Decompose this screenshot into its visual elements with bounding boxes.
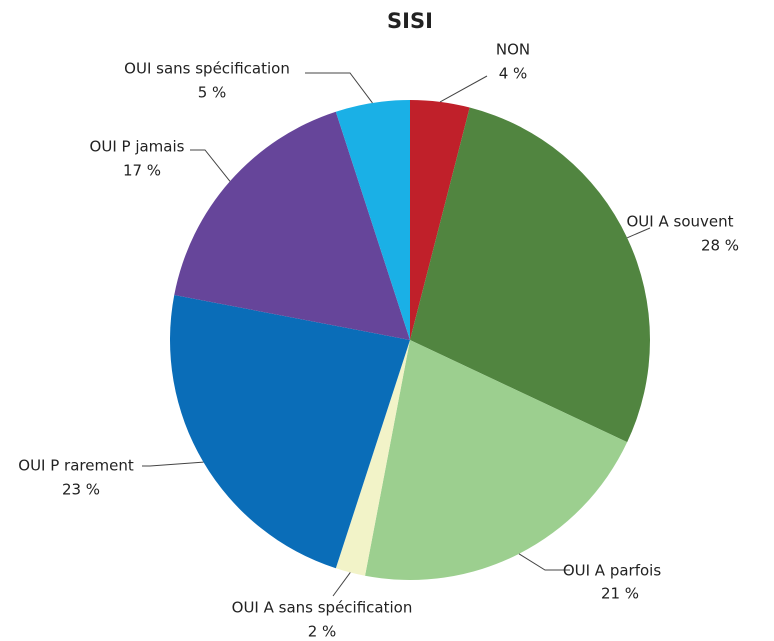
pie-slice [170,295,410,569]
leader-line [305,72,373,104]
slice-label: OUI A parfois [563,562,662,580]
slice-value-label: 4 % [499,65,528,83]
slice-label: OUI P rarement [18,457,134,475]
leader-line [332,572,351,597]
leader-line [190,149,231,182]
slice-value-label: 17 % [123,162,161,180]
slice-value-label: 2 % [308,623,337,641]
slice-value-label: 5 % [198,84,227,102]
slice-label: NON [496,41,530,59]
slice-label: OUI sans spécification [124,60,290,78]
pie-slice [410,107,651,443]
leader-line [518,553,570,571]
slice-value-label: 28 % [701,237,739,255]
leader-line [626,227,651,239]
slice-label: OUI A sans spécification [232,599,413,617]
pie-slice [410,100,470,340]
chart-title: SISI [387,9,433,33]
slice-value-label: 21 % [601,585,639,603]
leader-line [439,75,488,103]
pie-slice [365,340,628,581]
pie-slice [335,340,410,576]
slice-label: OUI A souvent [627,213,734,231]
pie-slice [335,100,410,340]
leader-line [142,461,204,467]
pie-slice [174,111,410,341]
slice-value-label: 23 % [62,481,100,499]
slice-label: OUI P jamais [90,138,185,156]
